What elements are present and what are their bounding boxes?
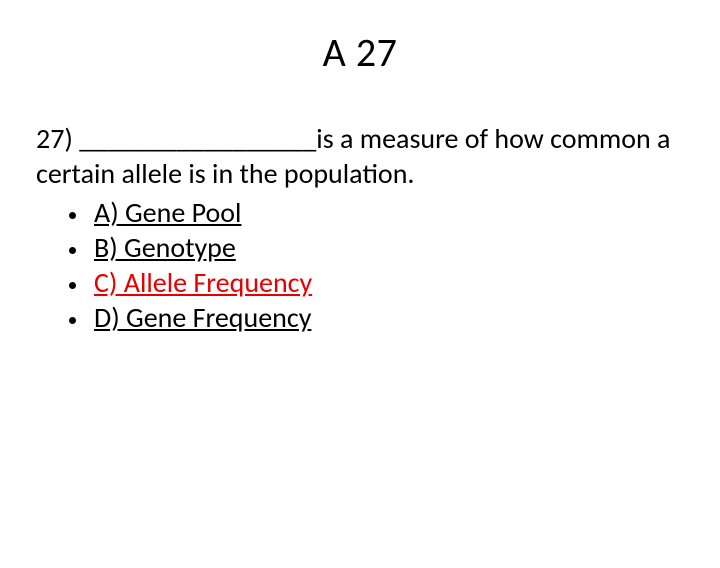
question-number: 27) [36,121,73,156]
option-b: B) Genotype [90,230,684,265]
option-d-label: D) Gene Frequency [94,300,311,335]
question-blank: _________________ [79,121,316,156]
slide: A 27 27) _________________is a measure o… [0,28,720,568]
question-text: 27) _________________is a measure of how… [36,121,684,191]
slide-title: A 27 [0,28,720,77]
option-b-label: B) Genotype [94,230,236,265]
slide-content: 27) _________________is a measure of how… [36,121,684,335]
option-a-label: A) Gene Pool [94,195,241,230]
option-c-label: C) Allele Frequency [94,265,312,300]
options-list: A) Gene Pool B) Genotype C) Allele Frequ… [90,195,684,335]
option-c: C) Allele Frequency [90,265,684,300]
option-a: A) Gene Pool [90,195,684,230]
option-d: D) Gene Frequency [90,300,684,335]
